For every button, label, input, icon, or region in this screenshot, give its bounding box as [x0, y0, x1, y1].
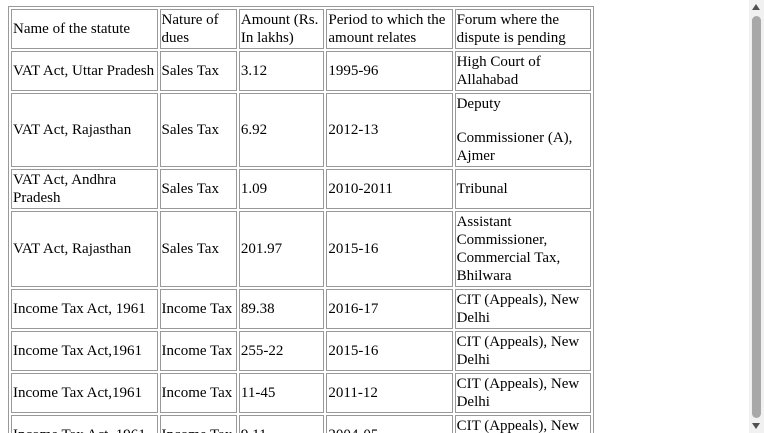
table-row: Income Tax Act,1961 Income Tax 255-22 2015-… [11, 331, 591, 371]
table-cell: VAT Act, Rajasthan [11, 211, 158, 287]
table-cell: Income Tax [159, 289, 237, 329]
table-cell: CIT (Appeals), New Delhi [454, 331, 591, 371]
table-cell: VAT Act, Rajasthan [11, 93, 158, 167]
table-cell: CIT (Appeals), New Delhi [454, 373, 591, 413]
table-cell: 2004-05 [326, 415, 453, 433]
table-cell: CIT (Appeals), New Delhi [454, 289, 591, 329]
table-row: VAT Act, Uttar Pradesh Sales Tax 3.12 1995-… [11, 51, 591, 91]
cell-line: Deputy [456, 96, 501, 112]
table-cell: 2016-17 [326, 289, 453, 329]
table-cell: Income Tax [159, 331, 237, 371]
scroll-thumb[interactable] [752, 16, 761, 418]
scroll-up[interactable] [752, 4, 760, 10]
table-cell: 201.97 [238, 211, 325, 287]
table-row: VAT Act, Rajasthan Sales Tax 6.92 2012-13 De… [11, 93, 591, 167]
table-cell: 9.11 [238, 415, 325, 433]
table-cell: Sales Tax [159, 211, 237, 287]
table-cell: Sales Tax [159, 93, 237, 167]
table-cell: VAT Act, Andhra Pradesh [11, 169, 158, 209]
table-cell: 2010-2011 [326, 169, 453, 209]
table-cell: VAT Act, Uttar Pradesh [11, 51, 158, 91]
table-cell: 3.12 [238, 51, 325, 91]
table-cell: Name of the statute [11, 9, 158, 49]
table-cell: Amount (Rs. In lakhs) [238, 9, 325, 49]
table-cell: Nature of dues [159, 9, 237, 49]
table-cell: High Court of Allahabad [454, 51, 591, 91]
header-row: Name of the statute Nature of dues Amount … [11, 9, 591, 49]
table-cell: Assistant Commissioner, Commercial Tax, … [454, 211, 591, 287]
table-cell: Income Tax Act,1961 [11, 331, 158, 371]
table-cell: 89.38 [238, 289, 325, 329]
table-row: Income Tax Act, 1961 Income Tax 89.38 2016-… [11, 289, 591, 329]
table-row: VAT Act, Rajasthan Sales Tax 201.97 2015-16… [11, 211, 591, 287]
table-cell: Income Tax [159, 415, 237, 433]
table-cell: Tribunal [454, 169, 591, 209]
table-cell: Period to which the amount relates [326, 9, 453, 49]
table-cell: 2011-12 [326, 373, 453, 413]
table-cell: Income Tax Act, 1961 [11, 415, 158, 433]
scroll-down[interactable] [752, 423, 760, 429]
table-cell: Income Tax Act,1961 [11, 373, 158, 413]
scrollbar[interactable] [749, 0, 764, 433]
table-row: Income Tax Act,1961 Income Tax 11-45 2011-1… [11, 373, 591, 413]
table-cell: 1995-96 [326, 51, 453, 91]
table-cell: Income Tax Act, 1961 [11, 289, 158, 329]
table-cell: Forum where the dispute is pending [454, 9, 591, 49]
table-cell: Deputy Commissioner (A), Ajmer [454, 93, 591, 167]
table-cell: 2015-16 [326, 211, 453, 287]
table-cell: 6.92 [238, 93, 325, 167]
table-cell: 11-45 [238, 373, 325, 413]
table-cell: 2012-13 [326, 93, 453, 167]
table-cell: 2015-16 [326, 331, 453, 371]
table-row: VAT Act, Andhra Pradesh Sales Tax 1.09 2010… [11, 169, 591, 209]
table-cell: 1.09 [238, 169, 325, 209]
table-cell: CIT (Appeals), New Delhi [454, 415, 591, 433]
table-cell: 255-22 [238, 331, 325, 371]
table-cell: Sales Tax [159, 169, 237, 209]
statute-table: Name of the statute Nature of dues Amount … [8, 6, 594, 433]
cell-line: Commissioner (A), Ajmer [456, 130, 573, 164]
table-cell: Income Tax [159, 373, 237, 413]
table-cell: Sales Tax [159, 51, 237, 91]
